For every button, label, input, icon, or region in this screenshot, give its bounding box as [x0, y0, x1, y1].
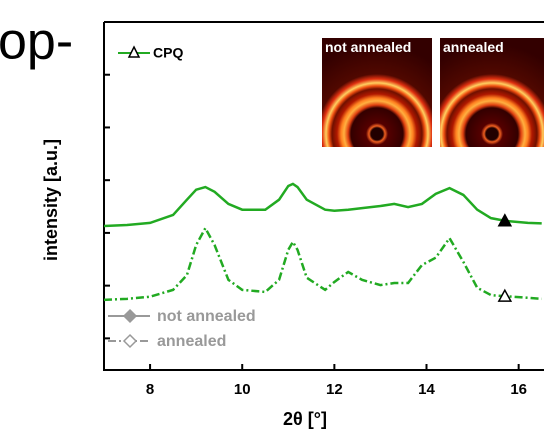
- x-axis-label: 2θ [°]: [283, 409, 327, 429]
- x-tick-label: 14: [418, 381, 435, 398]
- legend-marker: [124, 335, 136, 347]
- x-tick-label: 16: [510, 381, 527, 398]
- inset-image: annealed: [440, 38, 544, 147]
- inset-image: not annealed: [322, 38, 432, 147]
- legend-label: annealed: [157, 333, 226, 350]
- x-tick-label: 8: [146, 381, 154, 398]
- x-tick-label: 10: [234, 381, 251, 398]
- legend-label: not annealed: [157, 308, 256, 325]
- fragment-text: op-: [0, 13, 73, 71]
- figure: op- 2θ [°] intensity [a.u.] CPQ 8 10 12 14 1…: [0, 0, 544, 433]
- data-line: [104, 228, 542, 300]
- legend-marker: [124, 310, 136, 322]
- x-tick-label: 12: [326, 381, 343, 398]
- y-axis-label: intensity [a.u.]: [41, 139, 61, 261]
- plot-area: [104, 184, 542, 300]
- data-line: [104, 184, 542, 226]
- page: {"chart_data": {"type": "line", "fragmen…: [0, 0, 544, 433]
- legend-label: CPQ: [153, 45, 183, 61]
